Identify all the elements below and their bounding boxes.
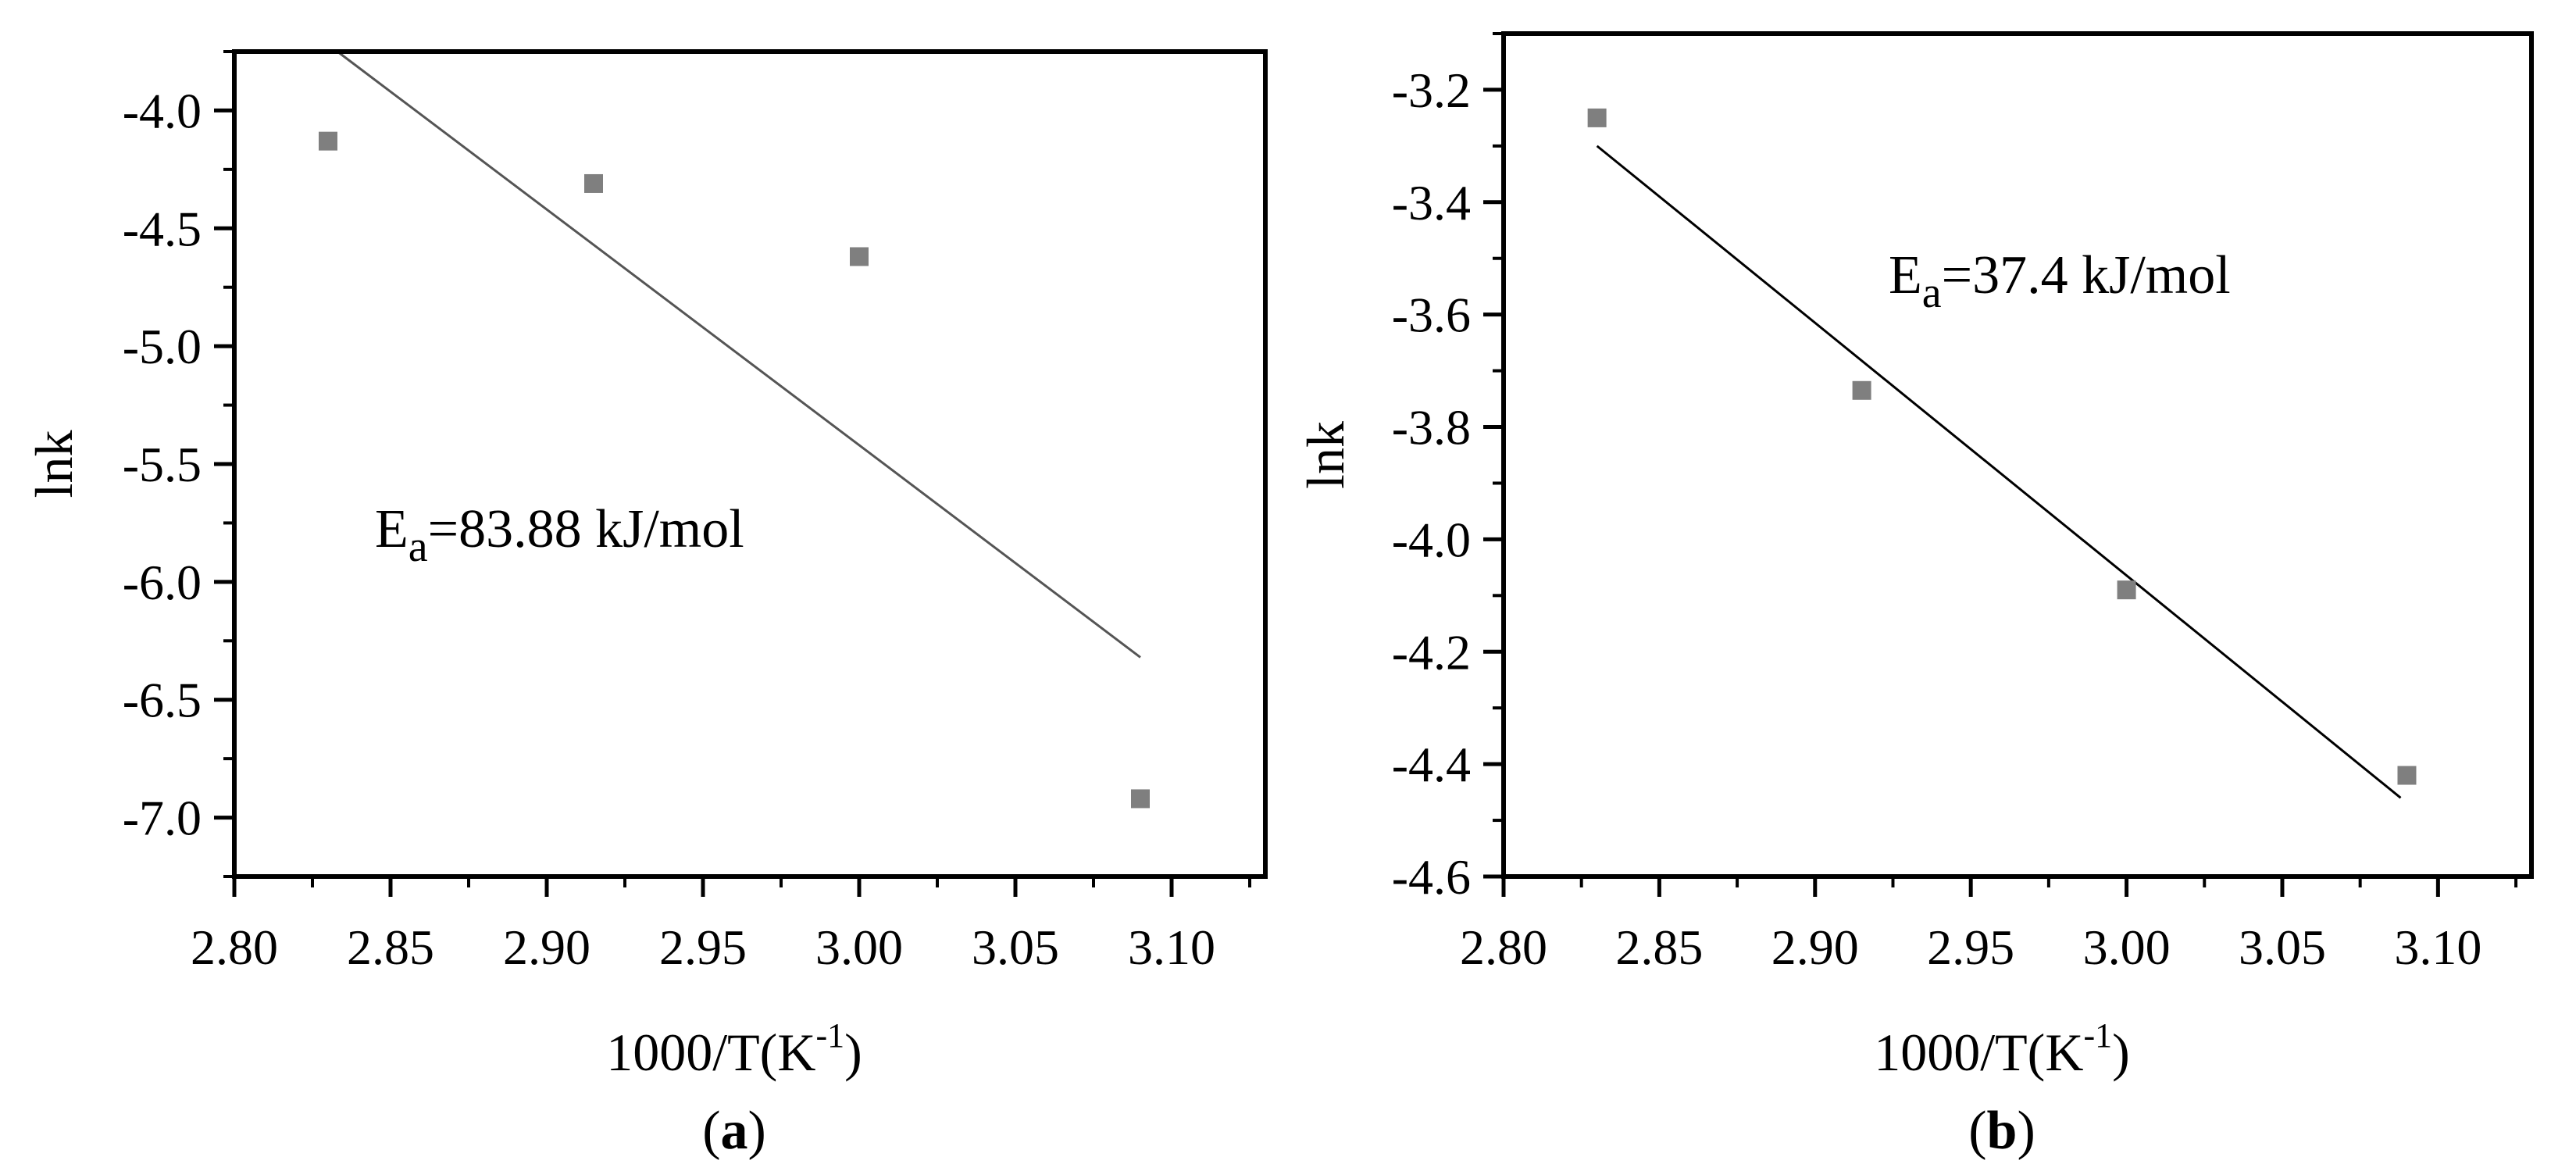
panel-a-data-point: [1131, 789, 1150, 809]
panel-b-x-tick-label: 3.05: [2239, 919, 2326, 975]
panel-a-y-tick-label: -6.0: [123, 555, 202, 610]
panel-a-label-close: ): [748, 1101, 766, 1161]
panel-b-label-letter: b: [1987, 1101, 2018, 1161]
panel-a-label: (a): [702, 1101, 766, 1161]
panel-a-y-tick-label: -4.0: [123, 83, 202, 138]
panel-b-x-tick-label: 2.80: [1460, 919, 1547, 975]
panel-b-annotation-main: E: [1889, 245, 1922, 305]
panel-b-fit-line: [1596, 145, 2402, 799]
panel-a-y-axis-label: lnk: [24, 430, 84, 498]
panel-b-y-tick-label: -4.0: [1392, 512, 1471, 567]
panel-a-x-tick-label: 2.80: [191, 919, 278, 975]
panel-a-y-tick-label: -5.5: [123, 437, 202, 492]
panel-a-y-tick-label: -6.5: [123, 673, 202, 728]
panel-b-data-point: [2117, 580, 2136, 600]
panel-a-ticks: 2.80 2.85 2.90 2.95 3.00 3.05 3.10 -4.0 -4.5 -5.0…: [123, 50, 1251, 975]
panel-b-x-axis-label: 1000/T(K-1): [1874, 1016, 2130, 1082]
panel-a-data-point: [319, 131, 337, 151]
panel-a-x-axis-label-sup: -1: [815, 1016, 844, 1055]
panel-b-data-point: [2397, 766, 2417, 785]
panel-b-plot-frame: [1501, 31, 2534, 879]
panel-b-y-tick-label: -3.4: [1392, 175, 1471, 230]
panel-b-y-tick-label: -3.6: [1392, 287, 1471, 343]
panel-a-x-tick-label: 2.85: [347, 919, 434, 975]
panel-a: 2.80 2.85 2.90 2.95 3.00 3.05 3.10 -4.0 -4.5 -5.0…: [24, 49, 1268, 1161]
panel-b-x-tick-label: 3.10: [2394, 919, 2481, 975]
panel-a-marks: [319, 50, 1150, 809]
panel-b-data-point: [1852, 380, 1871, 400]
panel-a-plot-frame: [232, 49, 1268, 879]
panel-a-y-tick-label: -5.0: [123, 319, 202, 374]
panel-a-fit-line: [337, 50, 1141, 659]
panel-b-label: (b): [1968, 1101, 2035, 1161]
panel-a-annotation-main: E: [375, 499, 409, 559]
panel-b-y-tick-label: -4.2: [1392, 624, 1471, 680]
panel-b-y-axis-label: lnk: [1296, 421, 1355, 489]
panel-b-x-axis-label-main: 1000/T(K: [1874, 1023, 2083, 1082]
panel-a-x-tick-label: 3.10: [1128, 919, 1215, 975]
panel-a-y-tick-label: -7.0: [123, 791, 202, 846]
panel-b-label-close: ): [2017, 1101, 2035, 1161]
panel-a-x-axis-label-main: 1000/T(K: [606, 1023, 815, 1082]
panel-a-x-axis-label-close: ): [844, 1023, 862, 1082]
panel-b-activation-energy-annotation: Ea=37.4 kJ/mol: [1889, 245, 2231, 317]
panel-b-ticks: 2.80 2.85 2.90 2.95 3.00 3.05 3.10 -3.2 -3.4 -3.6…: [1392, 32, 2518, 975]
panel-b-y-tick-label: -3.2: [1392, 62, 1471, 118]
panel-b-annotation-sub: a: [1922, 269, 1942, 317]
panel-a-x-tick-label: 2.95: [659, 919, 747, 975]
panel-a-label-open: (: [702, 1101, 720, 1161]
panel-a-y-tick-label: -4.5: [123, 201, 202, 256]
panel-b-x-tick-label: 2.85: [1615, 919, 1703, 975]
panel-b-y-tick-label: -4.4: [1392, 737, 1471, 792]
panel-a-data-point: [850, 247, 869, 266]
panel-b-x-tick-label: 3.00: [2083, 919, 2171, 975]
panel-a-annotation-sub: a: [409, 523, 428, 571]
panel-a-x-tick-label: 3.05: [972, 919, 1059, 975]
panel-a-activation-energy-annotation: Ea=83.88 kJ/mol: [375, 499, 744, 571]
panel-b-x-axis-label-sup: -1: [2083, 1016, 2112, 1055]
panel-a-label-letter: a: [721, 1101, 748, 1161]
panel-a-x-axis-label: 1000/T(K-1): [606, 1016, 862, 1082]
panel-b-x-tick-label: 2.90: [1771, 919, 1859, 975]
panel-b-data-point: [1587, 108, 1607, 127]
panel-b-label-open: (: [1968, 1101, 1986, 1161]
panel-b: 2.80 2.85 2.90 2.95 3.00 3.05 3.10 -3.2 -3.4 -3.6…: [1296, 31, 2534, 1161]
panel-b-marks: [1587, 108, 2417, 799]
panel-a-annotation-rest: =83.88 kJ/mol: [428, 499, 744, 559]
panel-b-x-axis-label-close: ): [2112, 1023, 2130, 1082]
panel-a-x-tick-label: 3.00: [815, 919, 903, 975]
panel-a-x-tick-label: 2.90: [503, 919, 590, 975]
panel-b-y-tick-label: -4.6: [1392, 849, 1471, 905]
panel-b-annotation-rest: =37.4 kJ/mol: [1942, 245, 2231, 305]
panel-b-y-tick-label: -3.8: [1392, 400, 1471, 455]
panel-a-data-point: [584, 173, 603, 193]
panel-b-x-tick-label: 2.95: [1927, 919, 2014, 975]
